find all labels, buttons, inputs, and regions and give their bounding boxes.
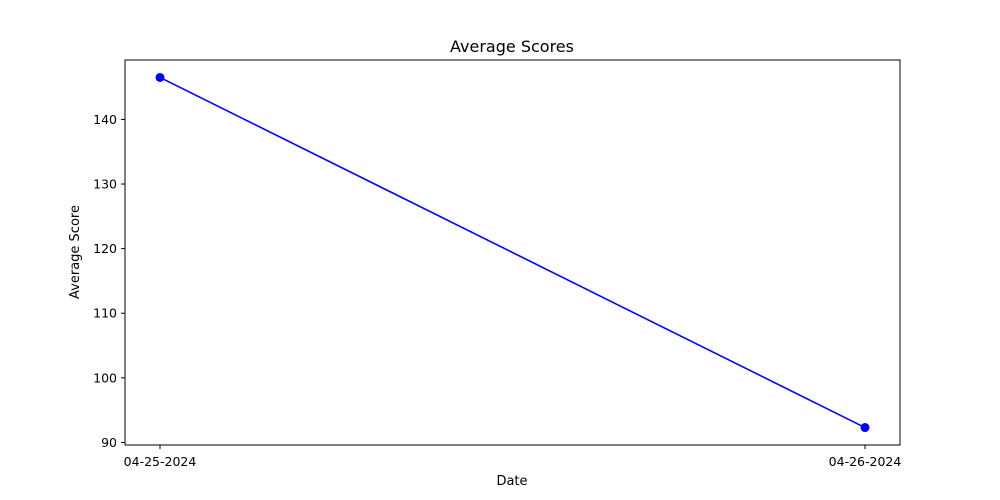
- series-line: [159, 76, 866, 429]
- data-point: [860, 423, 870, 433]
- x-axis-label: Date: [496, 474, 527, 489]
- y-tick-label: 90: [101, 435, 117, 450]
- chart-title: Average Scores: [450, 37, 574, 56]
- y-tick-label: 100: [93, 370, 117, 385]
- y-tick-label: 110: [93, 306, 117, 321]
- x-tick-label: 04-26-2024: [829, 454, 902, 469]
- y-tick-label: 130: [93, 177, 117, 192]
- y-axis-label: Average Score: [68, 205, 83, 299]
- y-tick-label: 120: [93, 241, 117, 256]
- data-point: [155, 72, 165, 82]
- plot-frame: [124, 59, 901, 446]
- plot-area: 90 100 110 120 130 140 04-25-2024 04-26-2024: [93, 72, 902, 469]
- y-tick-label: 140: [93, 112, 117, 127]
- x-tick-label: 04-25-2024: [124, 454, 197, 469]
